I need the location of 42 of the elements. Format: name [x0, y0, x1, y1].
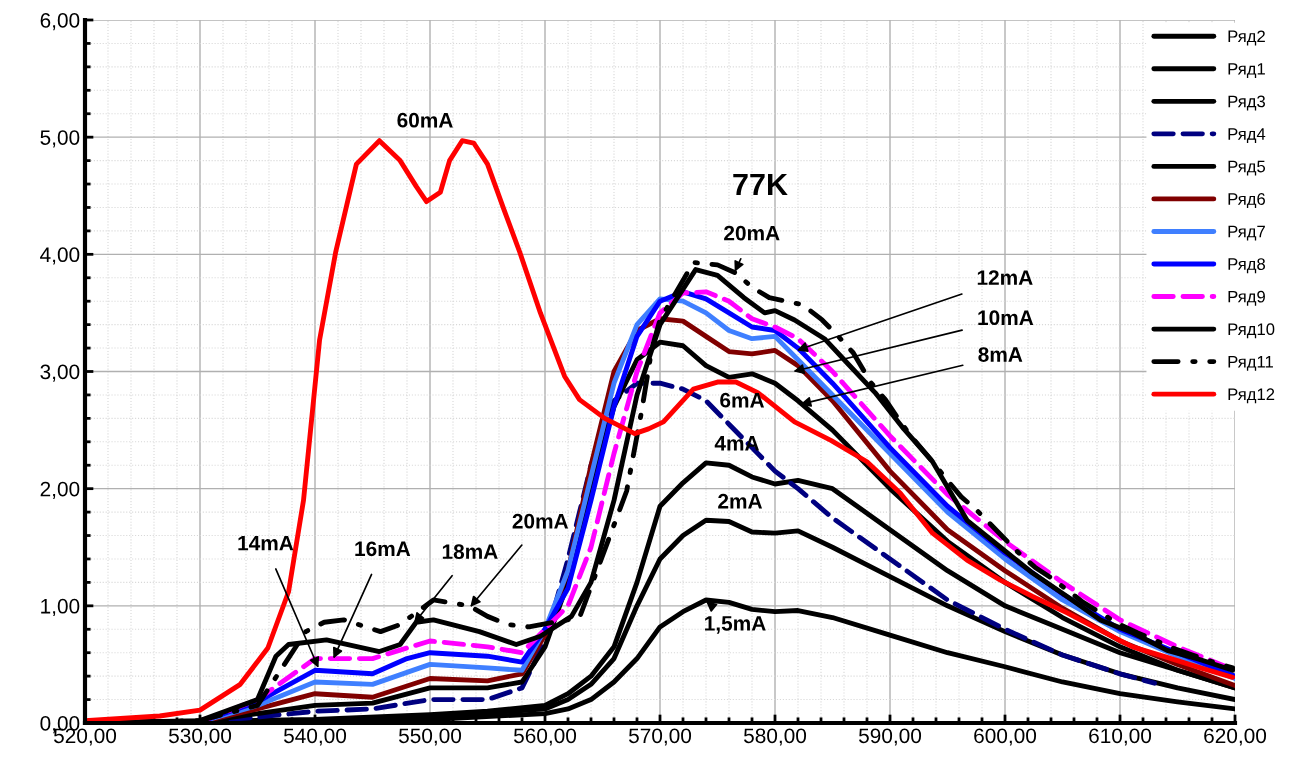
annotation: 12mA: [977, 270, 1033, 285]
x-tick-label: 590,00: [858, 728, 922, 746]
legend-label: Ряд6: [1228, 193, 1265, 209]
annotation: 2mA: [718, 493, 763, 509]
legend-label: Ряд7: [1228, 225, 1265, 241]
x-tick-label: 540,00: [283, 728, 347, 746]
annotation: 18mA: [442, 544, 498, 559]
legend-label: Ряд12: [1228, 388, 1275, 404]
legend-label: Ряд8: [1228, 258, 1266, 274]
annotation: 10mA: [978, 310, 1034, 326]
annotation: 60mA: [397, 112, 453, 128]
legend-label: Ряд1: [1228, 63, 1265, 78]
y-tick-label: 4,00: [40, 247, 80, 265]
x-tick-label: 580,00: [743, 728, 807, 746]
legend-label: Ряд10: [1228, 323, 1275, 339]
legend-label: Ряд4: [1228, 128, 1266, 144]
annotation: 6mA: [720, 392, 765, 408]
annotation: 20mA: [512, 513, 569, 529]
annotation: 77K: [733, 173, 788, 195]
legend-label: Ряд3: [1228, 95, 1265, 111]
legend-label: Ряд9: [1228, 290, 1265, 306]
annotation: 16mA: [355, 541, 411, 557]
x-tick-label: 620,00: [1204, 728, 1267, 746]
x-tick-label: 600,00: [974, 728, 1037, 746]
annotation: 8mA: [978, 347, 1023, 362]
y-tick-label: 1,00: [41, 598, 80, 617]
annotation: 14mA: [238, 535, 294, 551]
annotation: 1,5mA: [705, 616, 766, 634]
x-tick-label: 550,00: [398, 728, 462, 746]
y-tick-label: 2,00: [40, 481, 80, 499]
y-tick-label: 3,00: [40, 364, 80, 382]
x-tick-label: 560,00: [513, 728, 577, 746]
legend-label: Ряд11: [1228, 355, 1273, 371]
legend-label: Ряд2: [1228, 30, 1265, 46]
y-tick-label: 6,00: [40, 13, 80, 31]
legend-label: Ряд5: [1228, 160, 1266, 176]
annotation: 20mA: [724, 225, 780, 241]
x-tick-label: 610,00: [1089, 728, 1152, 746]
x-tick-label: 570,00: [628, 728, 692, 746]
annotation: 4mA: [714, 436, 760, 451]
y-tick-label: 5,00: [40, 130, 80, 148]
x-tick-label: 530,00: [168, 728, 232, 746]
